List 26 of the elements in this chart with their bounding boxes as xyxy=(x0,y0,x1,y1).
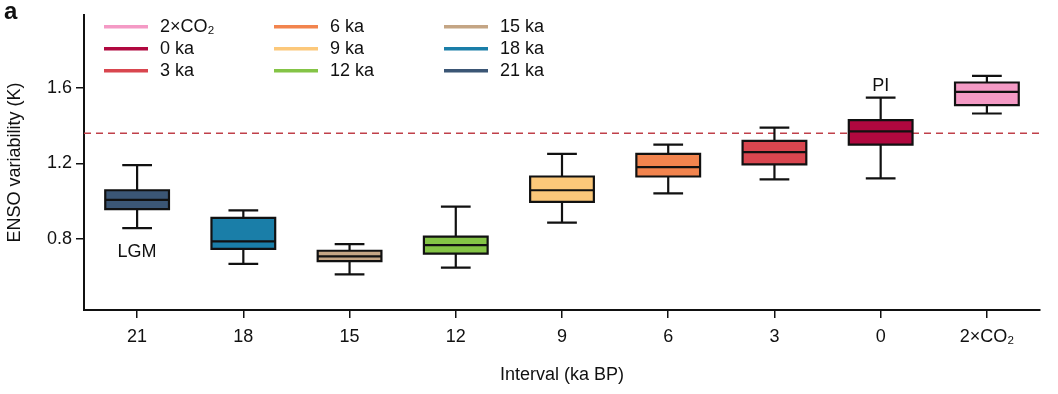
x-tick-label: 3 xyxy=(769,325,780,346)
x-tick-label: 0 xyxy=(875,325,886,346)
legend-label: 3 ka xyxy=(160,59,196,80)
y-tick-label: 1.6 xyxy=(46,77,72,98)
x-tick-label: 21 xyxy=(127,325,148,346)
x-axis-title: Interval (ka BP) xyxy=(499,364,625,385)
x-tick-label: 12 xyxy=(445,325,466,346)
legend-label: 12 ka xyxy=(330,59,376,80)
legend-label: 9 ka xyxy=(330,37,366,58)
legend-label: 6 ka xyxy=(330,15,366,36)
x-tick-label: 2×CO₂ xyxy=(959,325,1015,346)
y-tick-label: 1.2 xyxy=(46,152,72,173)
x-tick-label: 18 xyxy=(233,325,254,346)
text: a xyxy=(4,0,18,24)
legend-label: 0 ka xyxy=(160,37,196,58)
x-tick-label: 9 xyxy=(556,325,568,346)
annotation: LGM xyxy=(117,240,157,261)
legend-label: 2×CO₂ xyxy=(160,15,215,36)
annotation: PI xyxy=(872,75,890,96)
legend-label: 18 ka xyxy=(500,37,546,58)
x-tick-label: 6 xyxy=(663,325,674,346)
y-axis-title: ENSO variability (K) xyxy=(3,82,24,243)
x-tick-label: 15 xyxy=(339,325,360,346)
legend-label: 15 ka xyxy=(500,15,546,36)
y-tick-label: 0.8 xyxy=(46,227,72,248)
legend-label: 21 ka xyxy=(500,59,546,80)
